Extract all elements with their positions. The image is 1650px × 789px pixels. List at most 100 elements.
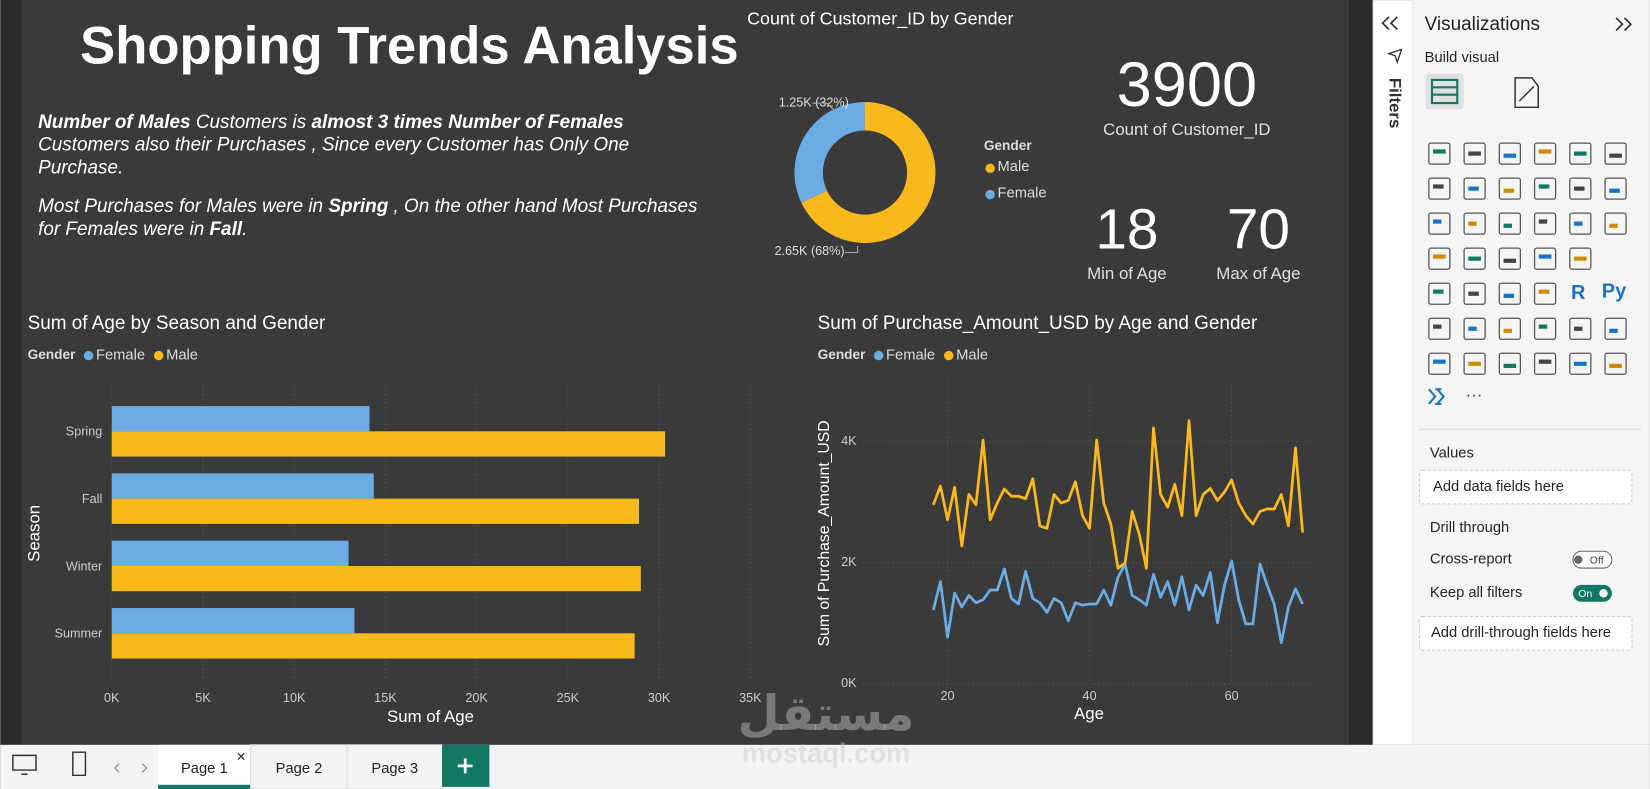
visual-icon[interactable] <box>1533 317 1557 340</box>
icon-frame <box>1498 177 1522 200</box>
icon-frame <box>1533 282 1557 305</box>
visual-icon[interactable] <box>1498 212 1522 235</box>
filters-strip[interactable] <box>1372 0 1414 746</box>
close-tab-icon[interactable] <box>237 752 245 760</box>
icon-frame <box>1498 352 1522 375</box>
card-label: Count of Customer_ID <box>1103 120 1270 139</box>
icon-detail <box>1503 223 1512 228</box>
keep-filters-toggle[interactable] <box>1572 584 1612 602</box>
visual-icon[interactable] <box>1569 247 1592 270</box>
tab[interactable] <box>250 744 348 789</box>
cross-report-toggle[interactable] <box>1572 550 1613 569</box>
icon-frame <box>1498 282 1522 305</box>
donut-slice[interactable] <box>801 102 936 244</box>
legend-marker[interactable] <box>153 350 164 361</box>
icon-frame <box>1463 352 1486 375</box>
filter-icon[interactable] <box>1386 48 1403 65</box>
visual-icon[interactable] <box>1569 177 1592 200</box>
note-line: for Females were in Fall. <box>38 219 247 240</box>
visual-icon[interactable] <box>1533 247 1557 270</box>
legend-marker[interactable] <box>985 163 995 174</box>
visual-icon[interactable] <box>1498 317 1522 340</box>
note-run: Fall <box>210 219 243 240</box>
visual-icon[interactable] <box>1498 352 1522 375</box>
line-series[interactable] <box>932 559 1304 645</box>
values-well[interactable] <box>1418 469 1633 505</box>
visual-icon[interactable] <box>1498 282 1522 305</box>
visual-icon[interactable] <box>1428 212 1451 235</box>
visual-icon[interactable] <box>1428 247 1451 270</box>
visual-icon[interactable] <box>1533 177 1557 200</box>
visual-icon[interactable] <box>1533 282 1557 305</box>
icon-detail <box>1468 186 1479 191</box>
icon-frame <box>1533 142 1557 165</box>
bar[interactable] <box>111 498 640 524</box>
bar[interactable] <box>111 565 641 592</box>
bar[interactable] <box>111 608 355 634</box>
icon-detail <box>1538 289 1550 294</box>
bar[interactable] <box>111 406 370 432</box>
visual-icon[interactable] <box>1533 352 1557 375</box>
visual-icon[interactable] <box>1498 247 1522 270</box>
visual-icon[interactable] <box>1428 282 1451 305</box>
visual-icon[interactable] <box>1428 317 1451 340</box>
visual-icon[interactable] <box>1604 177 1627 200</box>
desktop-view-icon[interactable] <box>12 754 37 776</box>
visual-icon[interactable] <box>1569 352 1592 375</box>
visual-icon[interactable] <box>1428 352 1451 375</box>
visual-icon[interactable] <box>1463 247 1486 270</box>
legend-label: Male <box>166 347 198 363</box>
active-tab[interactable] <box>158 744 251 789</box>
data-label: 2.65K (68%) <box>775 244 845 258</box>
collapse-filters-icon[interactable] <box>1381 16 1398 31</box>
visual-icon[interactable] <box>1533 212 1557 235</box>
visual-icon[interactable] <box>1463 352 1486 375</box>
icon-frame <box>1569 317 1592 340</box>
icon-frame <box>1428 317 1451 340</box>
tab-scroll-arrows[interactable] <box>113 763 148 773</box>
bar[interactable] <box>111 633 635 659</box>
line-series[interactable] <box>932 419 1304 570</box>
visual-icon[interactable] <box>1604 352 1627 375</box>
x-tick-label: 15K <box>374 691 397 705</box>
tab[interactable] <box>346 744 443 789</box>
drill-through-well[interactable] <box>1418 615 1633 651</box>
donut-slice[interactable] <box>794 102 865 203</box>
visual-icon[interactable] <box>1463 317 1486 340</box>
icon-detail <box>1433 359 1446 364</box>
bar[interactable] <box>111 540 349 566</box>
visual-icon[interactable] <box>1604 142 1627 165</box>
visual-icon[interactable] <box>1604 317 1627 340</box>
visual-icon[interactable] <box>1428 142 1451 165</box>
icon-frame <box>1569 247 1592 270</box>
visual-icon[interactable] <box>1569 317 1592 340</box>
visual-icon[interactable] <box>1604 212 1627 235</box>
bar[interactable] <box>111 473 374 499</box>
build-visual-button[interactable] <box>1425 73 1464 110</box>
section-label: Values <box>1430 445 1474 461</box>
more-visuals: ··· <box>1466 385 1483 404</box>
visual-icon[interactable] <box>1463 212 1486 235</box>
legend-marker[interactable] <box>985 189 995 200</box>
visual-icon[interactable] <box>1428 177 1451 200</box>
visual-icon[interactable] <box>1498 142 1522 165</box>
visual-icon[interactable] <box>1463 177 1486 200</box>
note-run: Customers is <box>191 112 312 133</box>
icon-detail <box>1433 289 1444 294</box>
legend-marker[interactable] <box>83 350 94 361</box>
visual-icon[interactable] <box>1569 142 1592 165</box>
bar[interactable] <box>111 431 666 457</box>
visual-icon[interactable] <box>1463 282 1486 305</box>
visual-icon[interactable] <box>1498 177 1522 200</box>
format-visual-icon[interactable] <box>1514 77 1539 109</box>
legend-marker[interactable] <box>873 350 884 361</box>
option-label: Cross-report <box>1430 552 1512 568</box>
expand-pane-icon[interactable] <box>1615 17 1633 32</box>
visual-icon[interactable] <box>1569 212 1592 235</box>
mobile-view-icon[interactable] <box>72 751 87 777</box>
visual-icon[interactable] <box>1463 142 1486 165</box>
watermark-latin: mostaql.com <box>742 738 911 769</box>
legend-marker[interactable] <box>944 350 954 361</box>
visual-icon[interactable] <box>1428 388 1445 406</box>
visual-icon[interactable] <box>1533 142 1557 165</box>
